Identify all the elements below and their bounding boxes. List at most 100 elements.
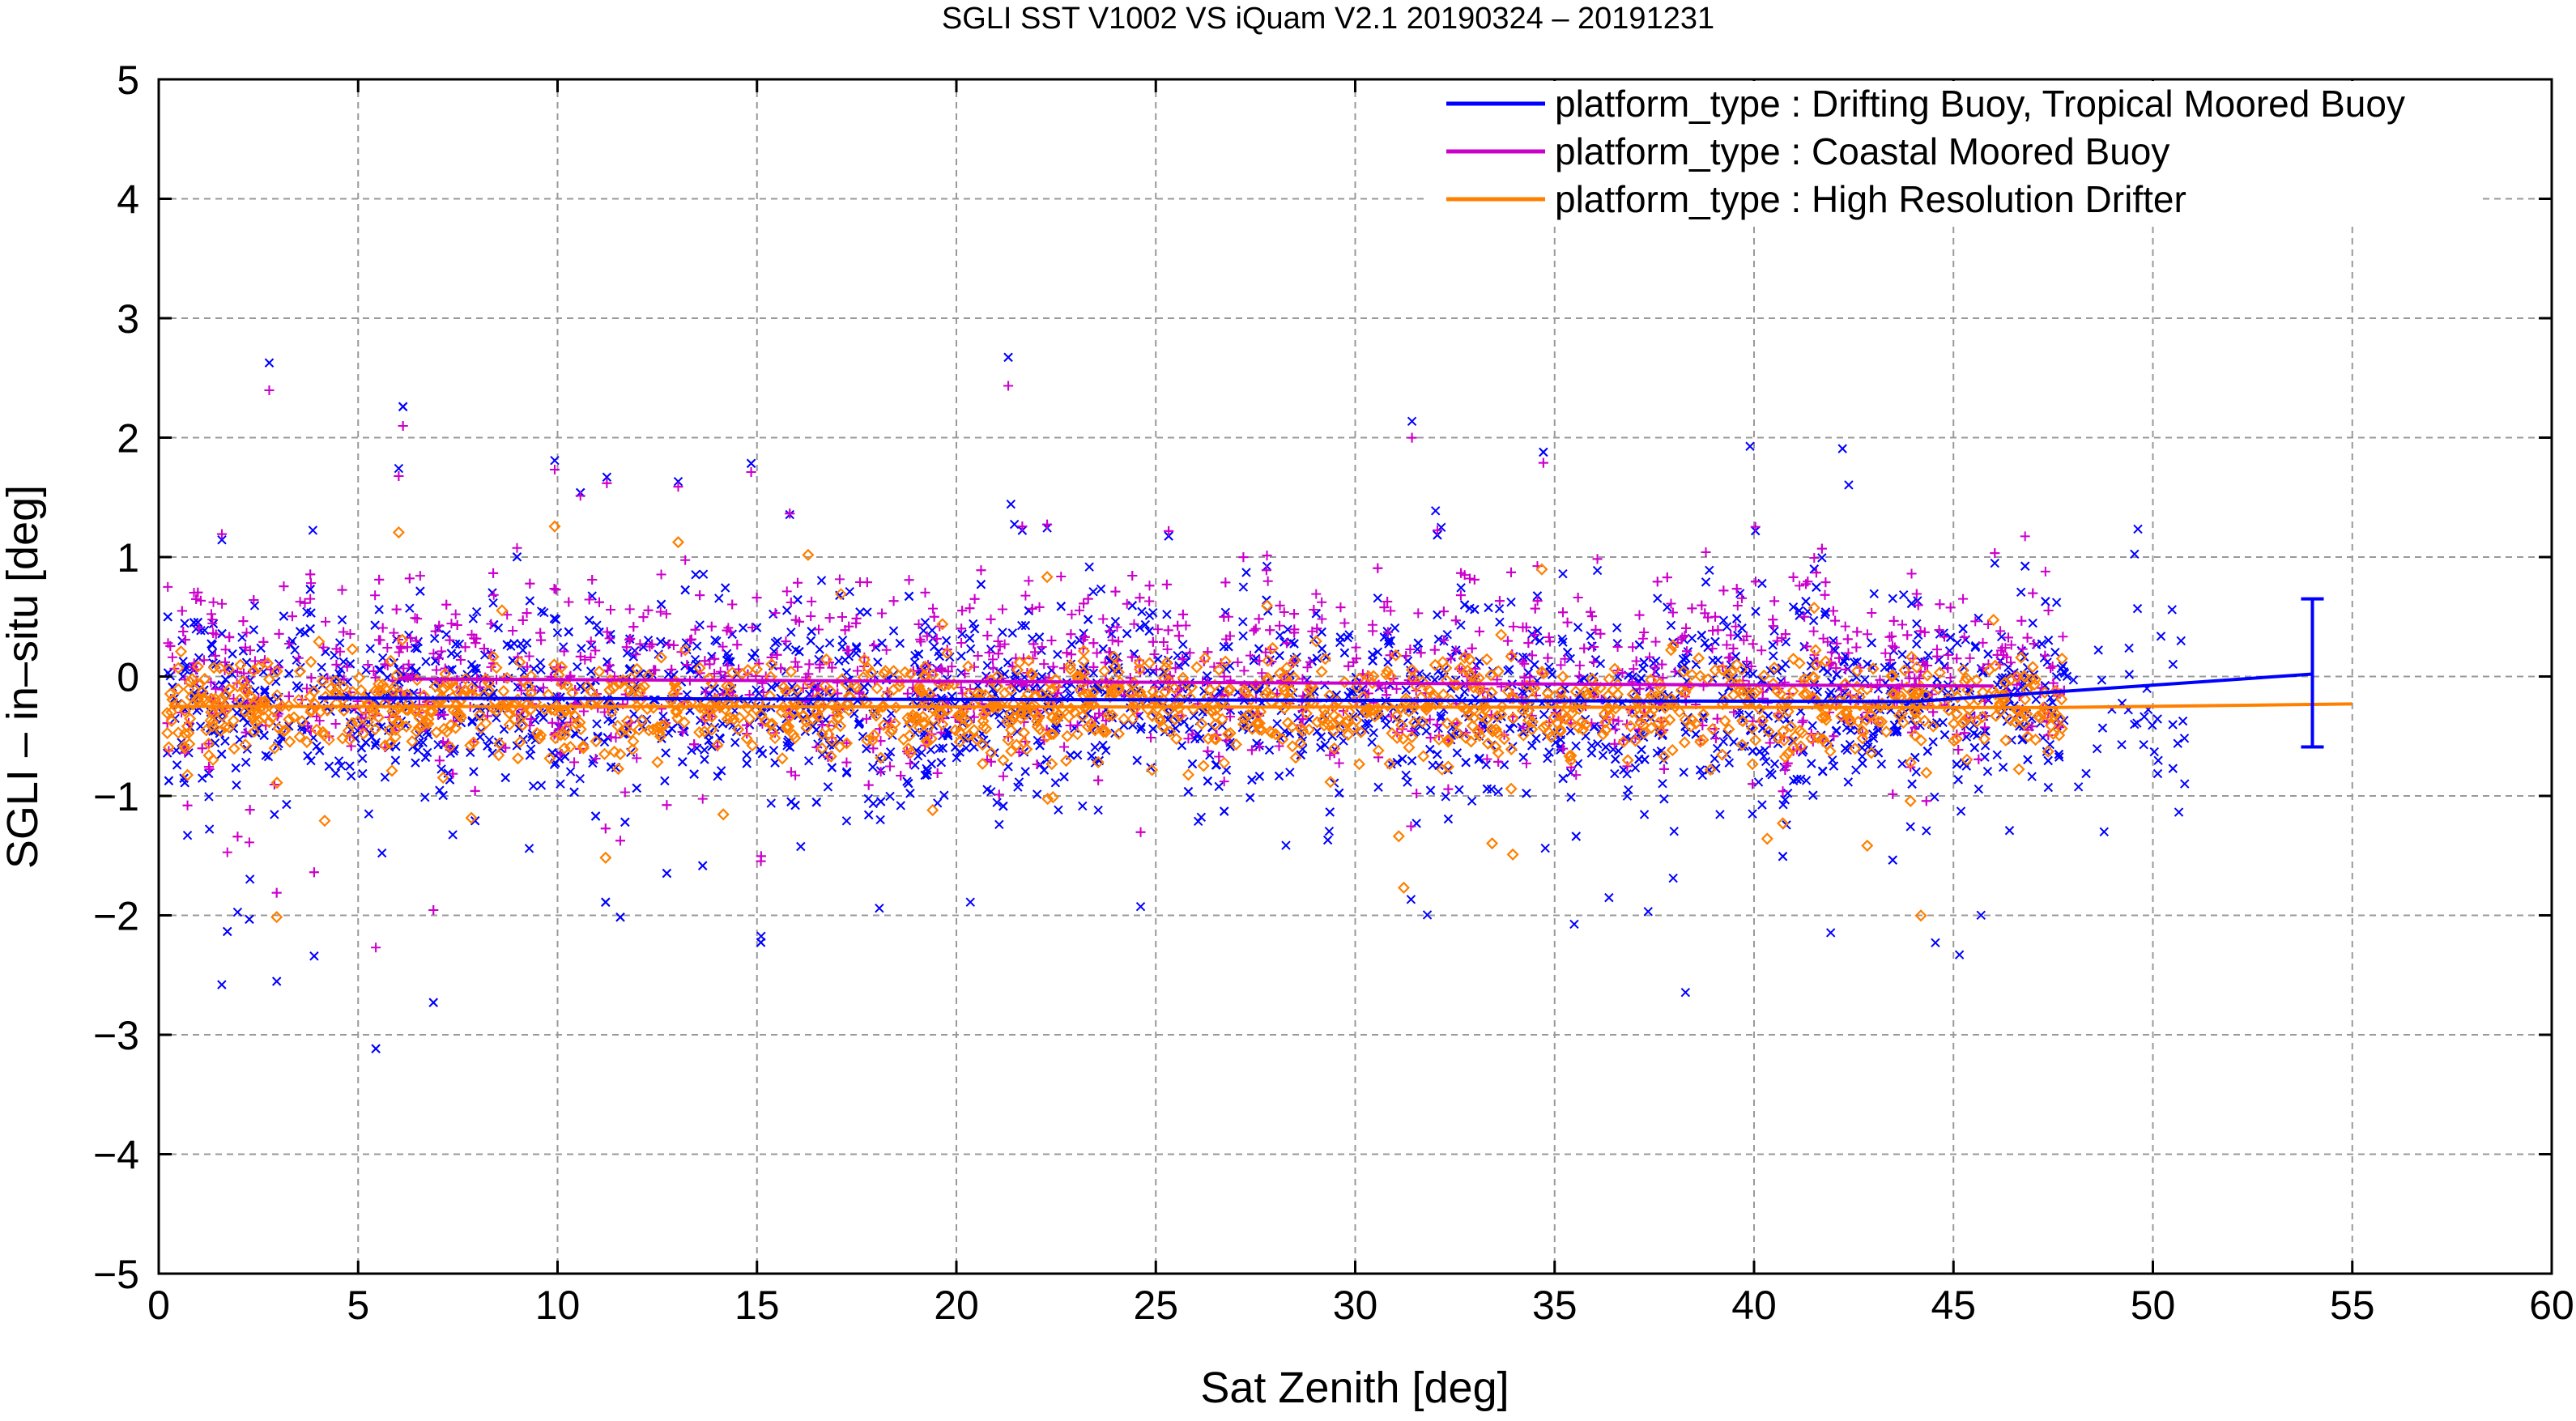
point-x-marker [599, 737, 610, 747]
point-x-marker [1658, 778, 1667, 789]
point-x-marker [1144, 611, 1155, 620]
point-x-marker [700, 755, 709, 764]
point-x-marker [911, 746, 922, 755]
point-x-marker [929, 641, 939, 652]
point-x-marker [695, 620, 705, 630]
point-x-marker [264, 358, 275, 368]
point-x-marker [1367, 737, 1377, 747]
point-x-marker [854, 718, 865, 729]
point-x-marker [1249, 655, 1259, 666]
point-x-marker [875, 797, 886, 806]
point-x-marker [1681, 653, 1691, 663]
point-x-marker [539, 607, 549, 618]
point-x-marker [1135, 623, 1145, 632]
point-x-marker [1072, 750, 1083, 760]
point-x-marker [1088, 668, 1099, 678]
point-x-marker [334, 756, 344, 766]
point-x-marker [1680, 987, 1691, 998]
point-x-marker [360, 738, 371, 747]
point-x-marker [689, 769, 699, 779]
point-x-marker [1386, 636, 1395, 646]
point-x-marker [336, 761, 346, 771]
point-x-marker [910, 760, 920, 770]
point-x-marker [1558, 568, 1568, 579]
point-x-marker [517, 645, 528, 655]
point-x-marker [841, 816, 852, 826]
point-x-marker [1757, 800, 1767, 810]
point-x-marker [1952, 759, 1962, 769]
point-x-marker [1272, 718, 1282, 729]
point-x-marker [1014, 777, 1024, 787]
point-x-marker [1006, 499, 1016, 509]
point-x-marker [896, 801, 905, 810]
point-x-marker [1710, 754, 1720, 764]
point-x-marker [1956, 806, 1966, 816]
point-x-marker [1422, 910, 1433, 920]
point-x-marker [738, 623, 748, 633]
point-x-marker [428, 998, 438, 1007]
point-x-marker [1863, 737, 1872, 747]
point-x-marker [182, 830, 193, 840]
point-x-marker [1656, 747, 1667, 756]
point-x-marker [782, 642, 793, 652]
point-x-marker [1889, 727, 1899, 737]
point-x-marker [1056, 602, 1066, 611]
point-x-marker [1922, 747, 1933, 756]
point-x-marker [1079, 628, 1088, 638]
point-x-marker [754, 688, 764, 699]
point-x-marker [528, 781, 539, 791]
point-x-marker [2043, 782, 2054, 793]
point-x-marker [1952, 638, 1962, 648]
point-x-marker [635, 669, 645, 679]
point-x-marker [804, 755, 814, 766]
point-x-marker [365, 644, 375, 653]
point-x-marker [1768, 640, 1778, 650]
point-x-marker [418, 738, 428, 747]
point-x-marker [1343, 632, 1352, 643]
point-x-marker [550, 455, 560, 466]
point-x-marker [1876, 759, 1887, 769]
point-x-marker [1610, 768, 1620, 779]
point-x-marker [1722, 730, 1732, 739]
point-x-marker [1586, 741, 1597, 751]
point-x-marker [242, 744, 253, 754]
point-x-marker [1666, 620, 1676, 631]
point-x-marker [1296, 750, 1306, 760]
point-x-marker [279, 611, 289, 621]
point-x-marker [823, 782, 833, 792]
point-x-marker [1470, 605, 1480, 615]
point-x-marker [1829, 761, 1839, 771]
point-x-marker [965, 644, 976, 654]
point-x-marker [1264, 745, 1275, 755]
point-x-marker [845, 586, 854, 597]
point-x-marker [445, 665, 455, 675]
point-x-marker [2016, 587, 2026, 598]
point-x-marker [2016, 645, 2026, 656]
point-x-marker [1571, 832, 1581, 841]
point-x-marker [345, 761, 355, 771]
point-x-marker [1203, 776, 1213, 786]
point-x-marker [1888, 855, 1897, 865]
point-x-marker [1653, 594, 1663, 603]
point-x-marker [1136, 721, 1147, 732]
point-x-marker [1084, 562, 1094, 572]
point-x-marker [1535, 636, 1545, 646]
point-x-marker [197, 773, 207, 783]
point-x-marker [1958, 623, 1968, 634]
point-x-marker [904, 591, 914, 602]
point-x-marker [1434, 760, 1444, 771]
point-x-marker [1523, 668, 1534, 678]
point-x-marker [468, 614, 479, 623]
point-x-marker [449, 746, 458, 756]
point-x-marker [990, 748, 999, 758]
point-x-marker [955, 747, 964, 757]
point-x-marker [1433, 634, 1444, 645]
point-x-marker [1663, 602, 1672, 612]
point-x-marker [700, 686, 710, 696]
point-x-marker [1316, 742, 1326, 752]
point-x-marker [1573, 623, 1583, 632]
point-x-marker [1144, 626, 1154, 636]
point-x-marker [1628, 672, 1637, 682]
point-x-marker [193, 617, 203, 628]
point-x-marker [1945, 632, 1956, 642]
